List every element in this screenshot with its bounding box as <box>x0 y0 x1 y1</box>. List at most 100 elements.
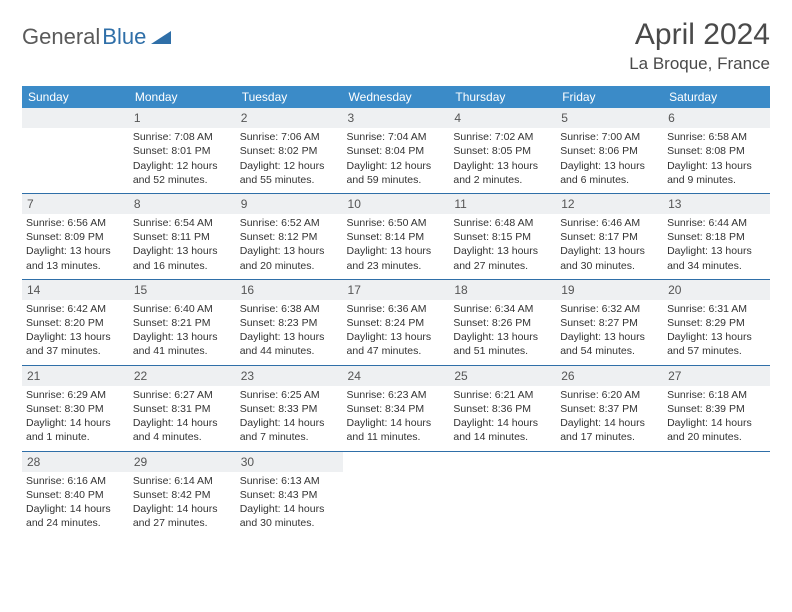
sunset-text: Sunset: 8:24 PM <box>347 316 446 330</box>
day-number: 12 <box>556 194 663 214</box>
sunset-text: Sunset: 8:11 PM <box>133 230 232 244</box>
day-number: 17 <box>343 280 450 300</box>
daylight-text: and 13 minutes. <box>26 259 125 273</box>
triangle-icon <box>151 24 171 50</box>
sunrise-text: Sunrise: 6:56 AM <box>26 216 125 230</box>
day-number: 13 <box>663 194 770 214</box>
day-number: 21 <box>22 366 129 386</box>
calendar-cell <box>663 451 770 536</box>
calendar-cell: 9Sunrise: 6:52 AMSunset: 8:12 PMDaylight… <box>236 193 343 279</box>
daylight-text: Daylight: 13 hours <box>133 244 232 258</box>
day-number: 26 <box>556 366 663 386</box>
calendar-cell: 2Sunrise: 7:06 AMSunset: 8:02 PMDaylight… <box>236 108 343 193</box>
sunrise-text: Sunrise: 6:42 AM <box>26 302 125 316</box>
calendar-cell: 17 Sunrise: 6:36 AMSunset: 8:24 PMDayligh… <box>343 279 450 365</box>
daylight-text: and 55 minutes. <box>240 173 339 187</box>
sunset-text: Sunset: 8:39 PM <box>667 402 766 416</box>
sunset-text: Sunset: 8:15 PM <box>453 230 552 244</box>
sunset-text: Sunset: 8:21 PM <box>133 316 232 330</box>
sunrise-text: Sunrise: 7:02 AM <box>453 130 552 144</box>
table-row: 1Sunrise: 7:08 AMSunset: 8:01 PMDaylight… <box>22 108 770 193</box>
calendar-cell: 28Sunrise: 6:16 AMSunset: 8:40 PMDayligh… <box>22 451 129 536</box>
day-number: 30 <box>236 452 343 472</box>
daylight-text: and 4 minutes. <box>133 430 232 444</box>
daylight-text: and 37 minutes. <box>26 344 125 358</box>
daylight-text: and 27 minutes. <box>453 259 552 273</box>
sunrise-text: Sunrise: 6:21 AM <box>453 388 552 402</box>
daylight-text: and 14 minutes. <box>453 430 552 444</box>
sunset-text: Sunset: 8:12 PM <box>240 230 339 244</box>
sunrise-text: Sunrise: 6:13 AM <box>240 474 339 488</box>
daylight-text: Daylight: 14 hours <box>133 416 232 430</box>
header: GeneralBlue April 2024 La Broque, France <box>22 18 770 74</box>
daylight-text: Daylight: 13 hours <box>667 159 766 173</box>
sunrise-text: Sunrise: 6:50 AM <box>347 216 446 230</box>
daylight-text: Daylight: 14 hours <box>667 416 766 430</box>
daylight-text: and 51 minutes. <box>453 344 552 358</box>
sunrise-text: Sunrise: 6:14 AM <box>133 474 232 488</box>
sunrise-text: Sunrise: 7:06 AM <box>240 130 339 144</box>
sunset-text: Sunset: 8:06 PM <box>560 144 659 158</box>
daylight-text: Daylight: 13 hours <box>560 244 659 258</box>
calendar-cell: 14Sunrise: 6:42 AMSunset: 8:20 PMDayligh… <box>22 279 129 365</box>
daylight-text: and 57 minutes. <box>667 344 766 358</box>
sunrise-text: Sunrise: 6:25 AM <box>240 388 339 402</box>
calendar-cell: 6Sunrise: 6:58 AMSunset: 8:08 PMDaylight… <box>663 108 770 193</box>
sunrise-text: Sunrise: 6:54 AM <box>133 216 232 230</box>
day-number: 22 <box>129 366 236 386</box>
sunset-text: Sunset: 8:31 PM <box>133 402 232 416</box>
daylight-text: Daylight: 13 hours <box>453 330 552 344</box>
sunrise-text: Sunrise: 6:40 AM <box>133 302 232 316</box>
weekday-thursday: Thursday <box>449 86 556 108</box>
table-row: 14Sunrise: 6:42 AMSunset: 8:20 PMDayligh… <box>22 279 770 365</box>
daylight-text: and 59 minutes. <box>347 173 446 187</box>
weekday-header-row: Sunday Monday Tuesday Wednesday Thursday… <box>22 86 770 108</box>
daylight-text: and 30 minutes. <box>240 516 339 530</box>
calendar-cell <box>449 451 556 536</box>
daylight-text: Daylight: 14 hours <box>26 416 125 430</box>
daylight-text: and 47 minutes. <box>347 344 446 358</box>
title-block: April 2024 La Broque, France <box>629 18 770 74</box>
calendar-cell: 1Sunrise: 7:08 AMSunset: 8:01 PMDaylight… <box>129 108 236 193</box>
table-row: 7Sunrise: 6:56 AMSunset: 8:09 PMDaylight… <box>22 193 770 279</box>
sunrise-text: Sunrise: 6:46 AM <box>560 216 659 230</box>
sunset-text: Sunset: 8:02 PM <box>240 144 339 158</box>
calendar-table: Sunday Monday Tuesday Wednesday Thursday… <box>22 86 770 536</box>
sunset-text: Sunset: 8:17 PM <box>560 230 659 244</box>
sunrise-text: Sunrise: 7:00 AM <box>560 130 659 144</box>
daylight-text: and 24 minutes. <box>26 516 125 530</box>
calendar-cell: 22Sunrise: 6:27 AMSunset: 8:31 PMDayligh… <box>129 365 236 451</box>
sunset-text: Sunset: 8:29 PM <box>667 316 766 330</box>
day-number: 24 <box>343 366 450 386</box>
day-number: 3 <box>343 108 450 128</box>
daylight-text: Daylight: 13 hours <box>347 330 446 344</box>
page-title: April 2024 <box>629 18 770 52</box>
daylight-text: and 41 minutes. <box>133 344 232 358</box>
sunrise-text: Sunrise: 6:34 AM <box>453 302 552 316</box>
daylight-text: Daylight: 13 hours <box>133 330 232 344</box>
sunrise-text: Sunrise: 6:36 AM <box>347 302 446 316</box>
table-row: 21Sunrise: 6:29 AMSunset: 8:30 PMDayligh… <box>22 365 770 451</box>
daylight-text: and 54 minutes. <box>560 344 659 358</box>
daylight-text: Daylight: 12 hours <box>133 159 232 173</box>
sunrise-text: Sunrise: 6:32 AM <box>560 302 659 316</box>
sunrise-text: Sunrise: 6:52 AM <box>240 216 339 230</box>
sunset-text: Sunset: 8:43 PM <box>240 488 339 502</box>
daylight-text: and 52 minutes. <box>133 173 232 187</box>
day-number: 9 <box>236 194 343 214</box>
sunset-text: Sunset: 8:09 PM <box>26 230 125 244</box>
calendar-cell: 25Sunrise: 6:21 AMSunset: 8:36 PMDayligh… <box>449 365 556 451</box>
daylight-text: Daylight: 13 hours <box>347 244 446 258</box>
daylight-text: and 30 minutes. <box>560 259 659 273</box>
daylight-text: Daylight: 13 hours <box>453 244 552 258</box>
calendar-cell <box>556 451 663 536</box>
daylight-text: Daylight: 13 hours <box>667 244 766 258</box>
sunrise-text: Sunrise: 6:29 AM <box>26 388 125 402</box>
day-number: 19 <box>556 280 663 300</box>
daylight-text: and 34 minutes. <box>667 259 766 273</box>
daylight-text: Daylight: 13 hours <box>560 330 659 344</box>
sunset-text: Sunset: 8:40 PM <box>26 488 125 502</box>
daylight-text: Daylight: 13 hours <box>240 330 339 344</box>
sunrise-text: Sunrise: 6:31 AM <box>667 302 766 316</box>
calendar-cell: 16Sunrise: 6:38 AMSunset: 8:23 PMDayligh… <box>236 279 343 365</box>
